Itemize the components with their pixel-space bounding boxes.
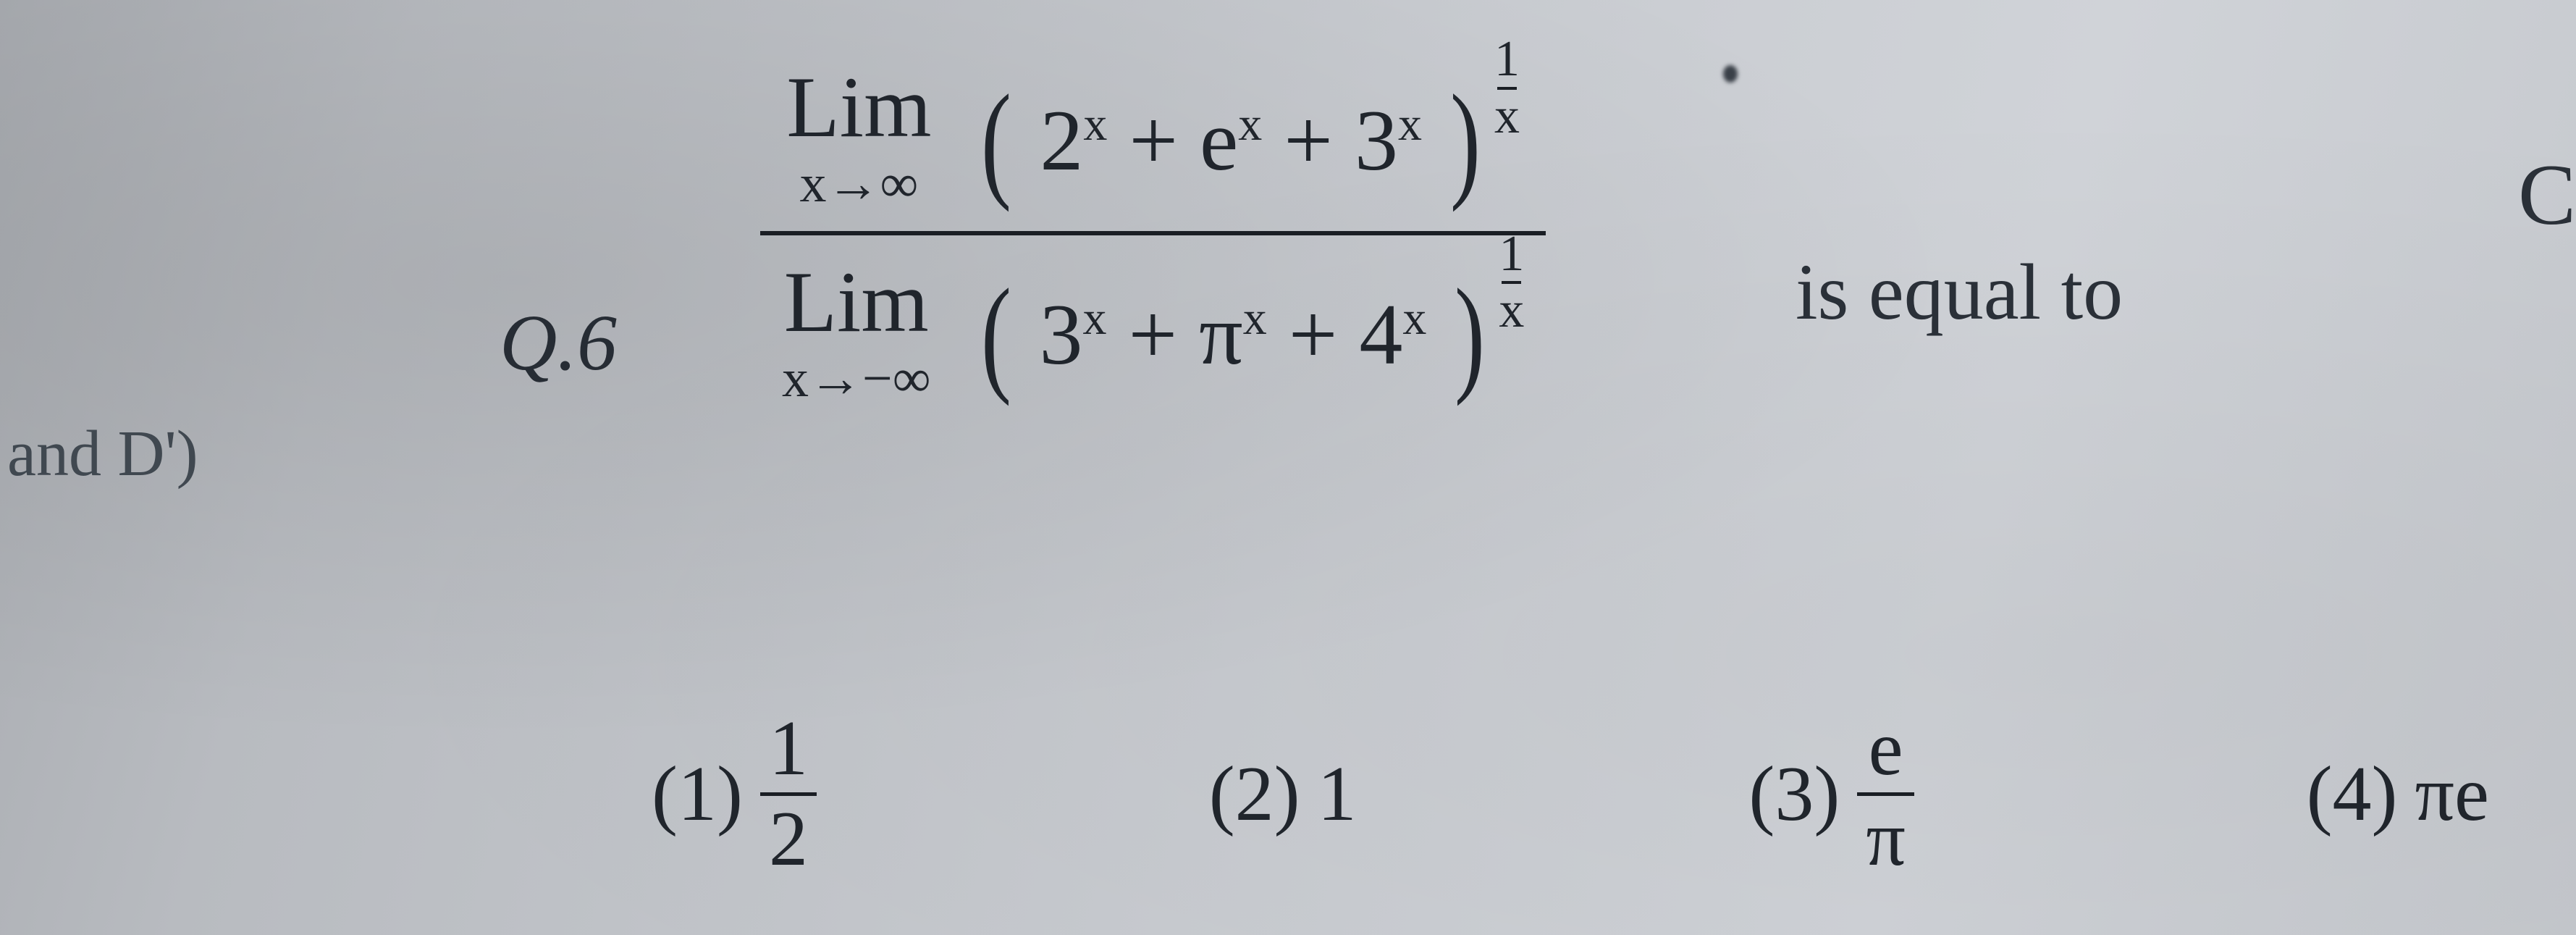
lim-text: Lim (786, 55, 931, 159)
fraction-numerator: Lim x→∞ ( 2x + ex + 3x ) 1 x (760, 51, 1546, 221)
option-label: (3) (1748, 750, 1840, 839)
lim-subscript: x→−∞ (782, 347, 931, 411)
option-1: (1) 1 2 (652, 710, 817, 879)
option-4: (4) πe (2307, 750, 2489, 839)
frac-top: 1 (760, 710, 817, 788)
option-label: (2) (1209, 750, 1300, 839)
frac-top: e (1860, 710, 1912, 788)
left-edge-text: and D') (7, 416, 198, 491)
option-label: (4) (2307, 750, 2398, 839)
denominator-expression: ( 3x + πx + 4x ) 1 x (975, 274, 1525, 387)
limit-numerator: Lim x→∞ (786, 55, 931, 217)
option-3-fraction: e π (1857, 710, 1914, 879)
option-2: (2) 1 (1209, 750, 1357, 839)
option-4-value: πe (2415, 750, 2489, 839)
option-1-fraction: 1 2 (760, 710, 817, 879)
exp-bot: x (1499, 287, 1524, 335)
smudge-mark (1723, 65, 1738, 83)
denominator-inner: 3x + πx + 4x (1039, 282, 1426, 387)
question-number: Q.6 (500, 297, 617, 389)
exp-top: 1 (1494, 35, 1520, 84)
limit-denominator: Lim x→−∞ (782, 250, 931, 411)
fraction-bar (760, 231, 1546, 235)
frac-bot: π (1857, 800, 1914, 879)
numerator-expression: ( 2x + ex + 3x ) 1 x (975, 79, 1520, 192)
denominator-exponent: 1 x (1499, 230, 1524, 335)
trailing-text: is equal to (1796, 246, 2123, 338)
exp-bot: x (1494, 93, 1520, 141)
numerator-inner: 2x + ex + 3x (1040, 88, 1422, 193)
option-label: (1) (652, 750, 743, 839)
lim-subscript: x→∞ (786, 152, 931, 217)
lim-text: Lim (782, 250, 931, 354)
option-3: (3) e π (1748, 710, 1914, 879)
main-fraction: Lim x→∞ ( 2x + ex + 3x ) 1 x Lim x→−∞ (760, 51, 1546, 416)
option-2-value: 1 (1318, 750, 1357, 839)
frac-bot: 2 (760, 800, 817, 879)
right-edge-text: C (2518, 145, 2576, 245)
page: and D') Q.6 Lim x→∞ ( 2x + ex + 3x ) 1 x (0, 0, 2576, 935)
fraction-denominator: Lim x→−∞ ( 3x + πx + 4x ) 1 x (760, 246, 1546, 416)
options-row: (1) 1 2 (2) 1 (3) e π (4) πe (652, 710, 2489, 879)
numerator-exponent: 1 x (1494, 35, 1520, 141)
exp-top: 1 (1499, 230, 1524, 279)
